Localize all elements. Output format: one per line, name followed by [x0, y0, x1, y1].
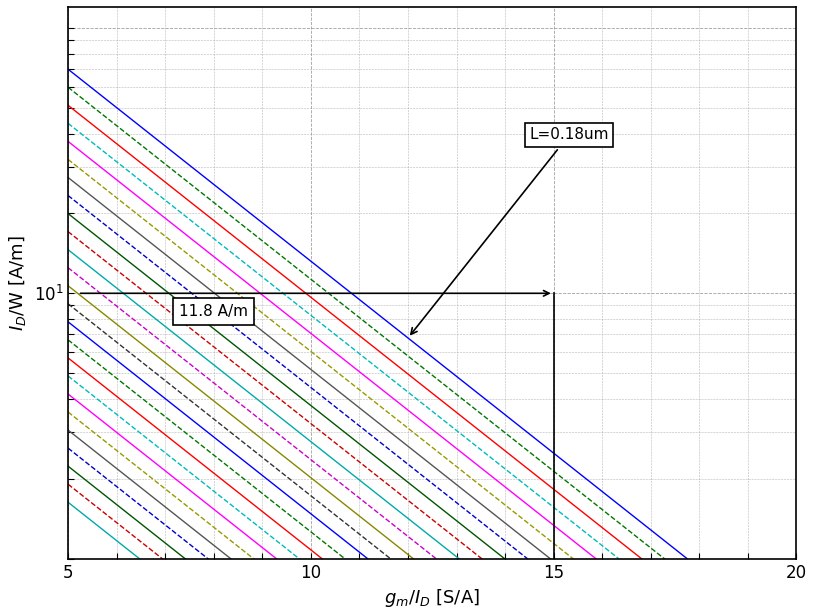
X-axis label: $g_m/I_D$ [S/A]: $g_m/I_D$ [S/A]: [384, 587, 480, 609]
Y-axis label: $I_D$/W [A/m]: $I_D$/W [A/m]: [7, 235, 28, 331]
Text: L=0.18um: L=0.18um: [411, 128, 609, 334]
Text: 11.8 A/m: 11.8 A/m: [179, 304, 248, 319]
